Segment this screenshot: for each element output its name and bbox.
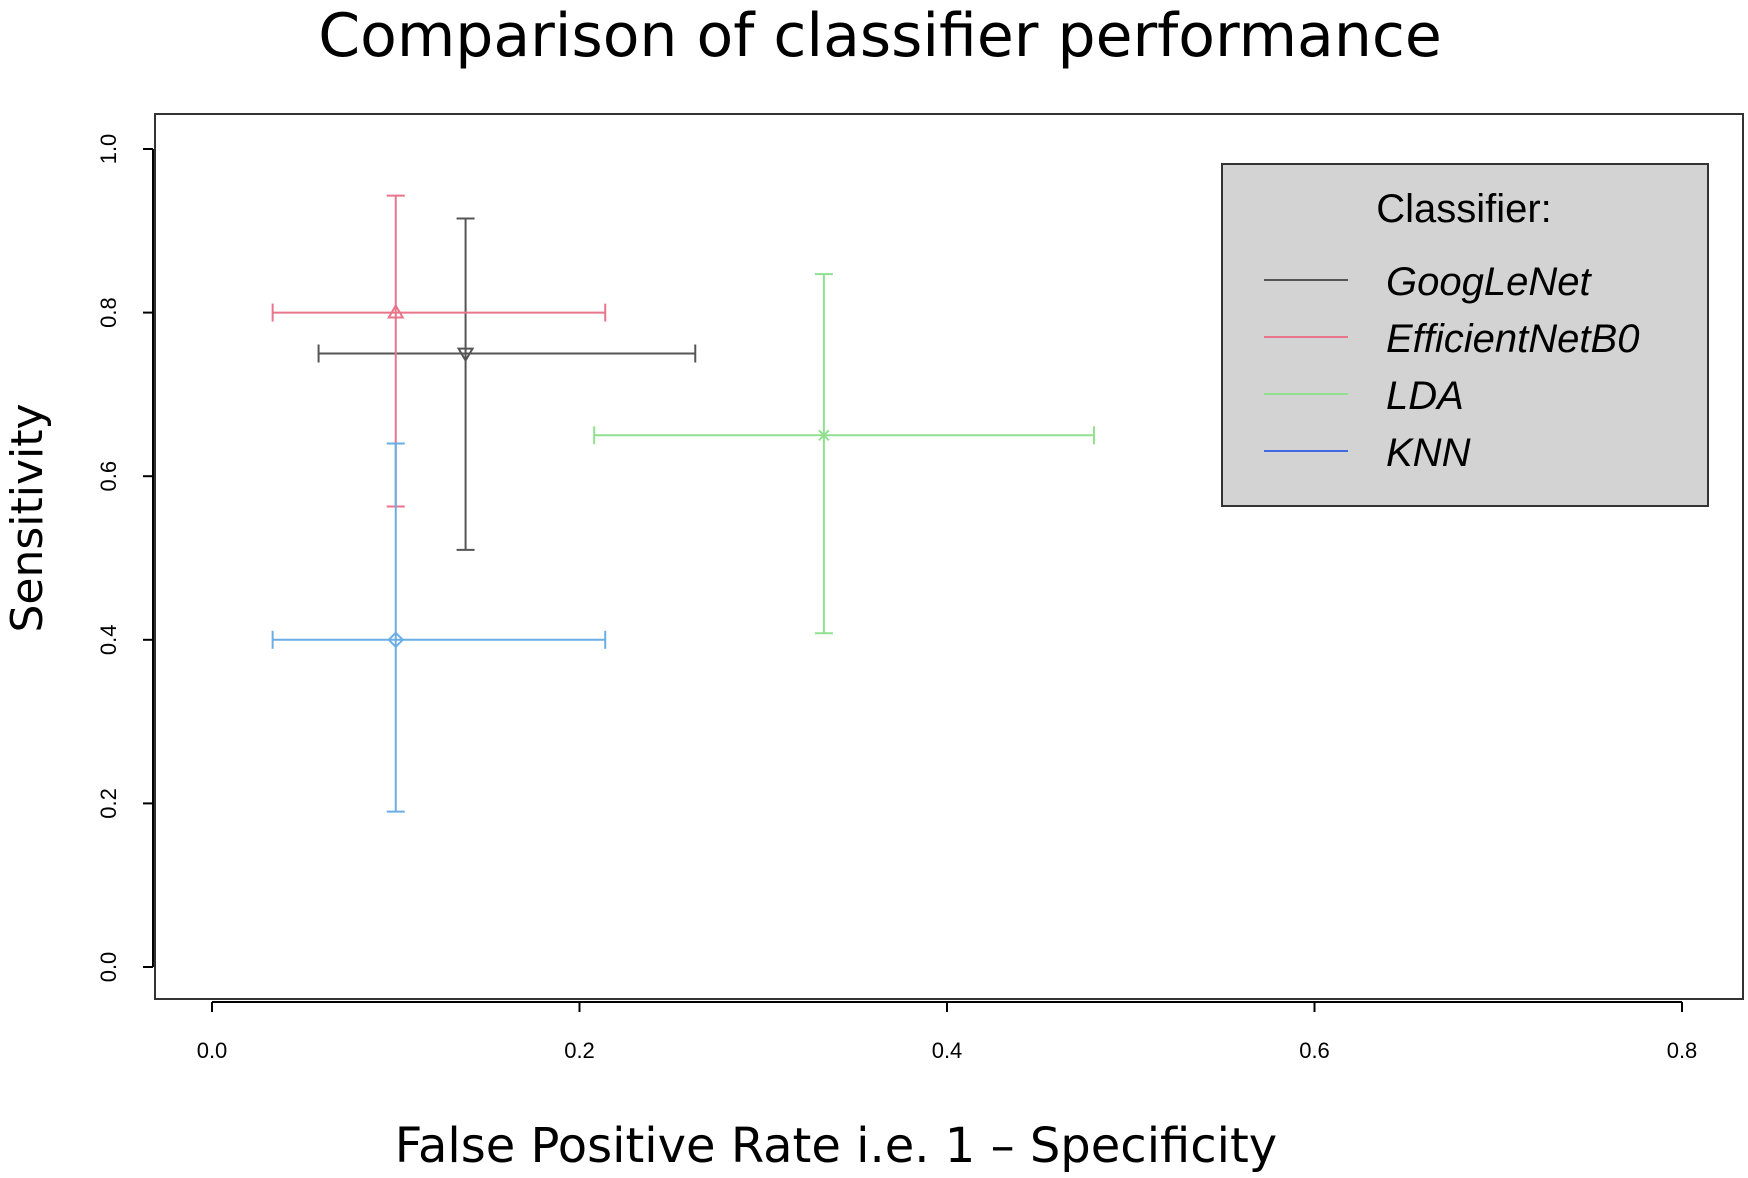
series-knn bbox=[271, 442, 607, 813]
y-tick-label: 0.8 bbox=[96, 297, 121, 328]
x-tick-label: 0.8 bbox=[1667, 1038, 1698, 1063]
legend-item-googlenet: GoogLeNet bbox=[1264, 260, 1592, 304]
series-googlenet bbox=[317, 217, 697, 551]
legend-label: KNN bbox=[1386, 431, 1471, 475]
legend-item-knn: KNN bbox=[1264, 431, 1471, 475]
x-tick-label: 0.0 bbox=[197, 1038, 228, 1063]
legend-label: LDA bbox=[1386, 374, 1464, 418]
data-point-marker bbox=[387, 303, 405, 319]
series-layer bbox=[271, 194, 1095, 813]
data-point-marker bbox=[818, 429, 830, 442]
legend-items: GoogLeNet EfficientNetB0 LDA KNN bbox=[1264, 260, 1639, 475]
y-axis-ticks: 0.0 0.2 0.4 0.6 0.8 1.0 bbox=[96, 134, 153, 983]
legend-label: EfficientNetB0 bbox=[1386, 317, 1639, 361]
x-tick-label: 0.6 bbox=[1299, 1038, 1330, 1063]
y-tick-label: 0.0 bbox=[96, 952, 121, 983]
y-tick-label: 0.2 bbox=[96, 788, 121, 819]
x-axis-ticks: 0.0 0.2 0.4 0.6 0.8 bbox=[197, 1002, 1698, 1063]
y-tick-label: 0.4 bbox=[96, 625, 121, 656]
legend-item-lda: LDA bbox=[1264, 374, 1464, 418]
legend-label: GoogLeNet bbox=[1386, 260, 1592, 304]
y-tick-label: 1.0 bbox=[96, 134, 121, 165]
legend-box bbox=[1221, 163, 1709, 507]
chart-title: Comparison of classifier performance bbox=[318, 1, 1442, 71]
series-lda bbox=[593, 273, 1095, 635]
y-axis-label: Sensitivity bbox=[2, 403, 53, 632]
series-efficientnetb0 bbox=[271, 194, 607, 508]
x-axis-label: False Positive Rate i.e. 1 – Specificity bbox=[395, 1118, 1277, 1174]
x-tick-label: 0.4 bbox=[932, 1038, 963, 1063]
plot-frame bbox=[154, 113, 1744, 1000]
x-tick-label: 0.2 bbox=[564, 1038, 595, 1063]
legend-title: Classifier: bbox=[1376, 187, 1552, 231]
legend: Classifier: GoogLeNet EfficientNetB0 LDA KN… bbox=[1221, 163, 1709, 507]
legend-item-efficientnetb0: EfficientNetB0 bbox=[1264, 317, 1639, 361]
data-point-marker bbox=[387, 631, 405, 649]
marker-stroke bbox=[818, 429, 830, 442]
y-tick-label: 0.6 bbox=[96, 461, 121, 492]
data-point-marker bbox=[456, 347, 475, 363]
